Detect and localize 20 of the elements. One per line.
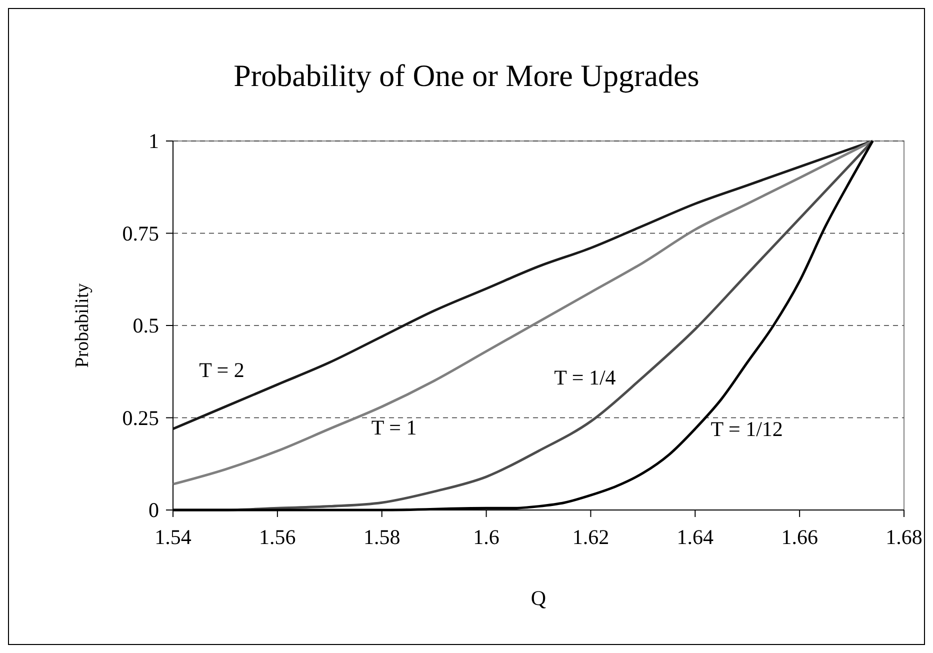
y-tick-label: 0 [148,498,159,522]
series-label: T = 1/4 [554,366,616,390]
chart-title: Probability of One or More Upgrades [234,58,700,93]
series-label: T = 1 [371,415,417,440]
y-axis-title: Probability [72,282,93,368]
x-tick-label: 1.58 [363,525,400,549]
x-tick-label: 1.68 [886,525,922,549]
x-tick-label: 1.62 [572,525,610,549]
x-tick-label: 1.56 [259,525,296,549]
series-label: T = 2 [199,358,244,382]
x-axis-title: Q [530,586,546,610]
y-tick-label: 0.75 [122,221,159,246]
x-tick-label: 1.6 [473,525,500,549]
series-label: T = 1/12 [710,417,783,442]
x-tick-label: 1.66 [781,525,818,549]
y-tick-label: 0.25 [122,406,159,430]
y-tick-label: 0.5 [132,314,159,338]
x-tick-label: 1.64 [676,525,714,549]
x-tick-label: 1.54 [154,525,192,549]
y-tick-label: 1 [148,129,159,153]
